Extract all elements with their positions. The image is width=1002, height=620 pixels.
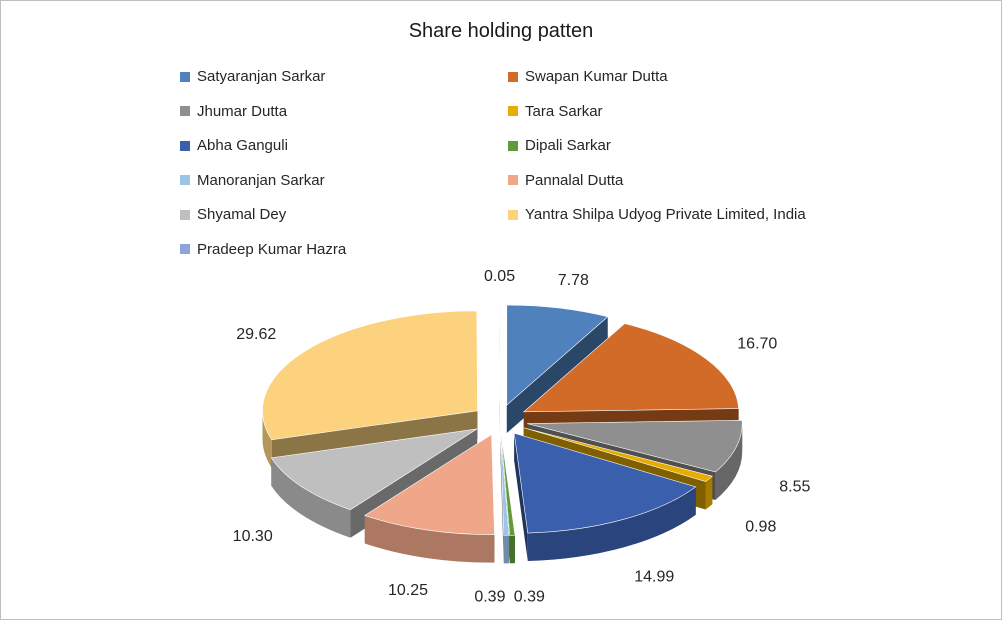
pie-slice-edge (705, 476, 713, 510)
data-label: 0.39 (474, 589, 505, 606)
legend-swatch (508, 140, 518, 151)
pie-slice (270, 428, 478, 511)
pie-slice (500, 435, 510, 536)
legend-swatch (508, 209, 518, 220)
legend-swatch (508, 71, 518, 82)
pie-tops (262, 304, 743, 536)
pie-slice-edge (527, 486, 696, 562)
data-label: 7.78 (558, 272, 589, 289)
data-label: 0.39 (514, 588, 545, 605)
legend-item: Abha Ganguli (180, 137, 288, 154)
legend-swatch (180, 106, 190, 116)
legend-item: Jhumar Dutta (180, 103, 287, 120)
legend-label: Tara Sarkar (525, 102, 603, 120)
pie-slice (262, 310, 478, 441)
pie-slice (501, 435, 516, 536)
data-label: 0.98 (745, 518, 776, 535)
legend-label: Abha Ganguli (197, 137, 288, 154)
data-label: 8.55 (779, 479, 810, 496)
legend-item: Swapan Kumar Dutta (508, 68, 668, 85)
pie-slice (506, 304, 609, 406)
pie-slice-edge (271, 457, 351, 538)
legend-label: Yantra Shilpa Udyog Private Limited, Ind… (525, 206, 806, 223)
pie-slice-edge (503, 535, 509, 564)
pie-slice (522, 323, 739, 413)
pie-slice-edge (364, 515, 495, 563)
legend-label: Satyaranjan Sarkar (197, 68, 326, 85)
legend-label: Manoranjan Sarkar (197, 171, 325, 189)
chart-legend: Satyaranjan Sarkar Swapan Kumar Dutta Jhum… (0, 0, 1002, 270)
legend-label: Swapan Kumar Dutta (525, 68, 668, 85)
pie-slice-edge (715, 423, 743, 500)
pie-labels: 7.78 16.70 8.55 0.98 14.99 0.39 0.39 10.25 10.30… (233, 268, 811, 606)
pie-slice (513, 432, 697, 534)
legend-label: Jhumar Dutta (197, 102, 288, 120)
data-label: 10.30 (233, 528, 273, 545)
legend-swatch (180, 209, 190, 220)
pie-slice (364, 434, 495, 535)
chart-title: Share holding patten (408, 20, 594, 42)
data-label: 0.05 (484, 268, 515, 285)
pie-slice (527, 420, 743, 473)
legend-item: Shyamal Dey (180, 206, 286, 223)
data-label: 10.25 (388, 582, 428, 599)
data-label: 14.99 (634, 569, 674, 586)
legend-swatch (180, 71, 190, 82)
legend-item: Tara Sarkar (508, 103, 603, 120)
legend-swatch (180, 175, 190, 185)
pie-slice-edge (262, 410, 272, 468)
pie-slice (523, 427, 713, 482)
pie-slice-wall (514, 433, 528, 562)
data-label: 16.70 (737, 335, 777, 352)
data-label: 29.62 (236, 326, 276, 343)
legend-swatch (508, 106, 518, 116)
legend-item: Pannalal Dutta (508, 172, 623, 189)
legend-label: Pannalal Dutta (525, 171, 624, 189)
legend-swatch (180, 244, 190, 254)
pie-slice (498, 304, 501, 405)
pie-slice-edge (509, 535, 515, 564)
legend-item: Manoranjan Sarkar (180, 172, 325, 189)
legend-label: Dipali Sarkar (525, 137, 611, 154)
legend-label: Pradeep Kumar Hazra (197, 240, 347, 258)
legend-item: Yantra Shilpa Udyog Private Limited, Ind… (508, 206, 806, 223)
legend-item: Satyaranjan Sarkar (180, 68, 325, 85)
legend-item: Dipali Sarkar (508, 137, 611, 154)
pie-slice-wall (506, 316, 608, 434)
legend-label: Shyamal Dey (197, 206, 287, 223)
legend-swatch (508, 175, 518, 185)
legend-swatch (180, 140, 190, 151)
legend-item: Pradeep Kumar Hazra (180, 241, 346, 258)
